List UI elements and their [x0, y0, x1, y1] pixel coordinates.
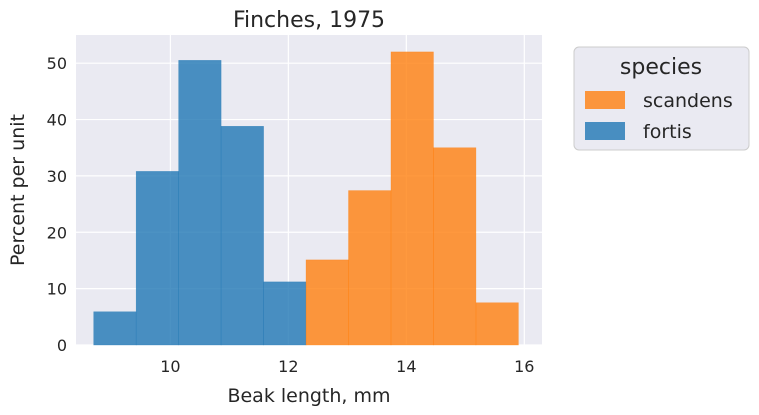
bar-scandens	[390, 51, 434, 346]
x-tick-label: 14	[396, 357, 416, 376]
y-tick-label: 0	[57, 336, 67, 355]
y-tick-label: 40	[47, 111, 67, 130]
legend-swatch-scandens	[585, 91, 625, 109]
x-tick-labels: 10 12 14 16	[160, 357, 534, 376]
bar-fortis	[135, 171, 179, 346]
legend-label-scandens: scandens	[643, 90, 733, 112]
y-tick-labels: 0 10 20 30 40 50	[47, 54, 67, 355]
x-tick-label: 12	[278, 357, 298, 376]
bar-scandens	[348, 190, 392, 346]
y-tick-label: 10	[47, 280, 67, 299]
bar-fortis	[178, 60, 222, 346]
y-axis-label: Percent per unit	[7, 114, 29, 266]
y-tick-label: 20	[47, 223, 67, 242]
legend-swatch-fortis	[585, 122, 625, 140]
y-tick-label: 30	[47, 167, 67, 186]
bar-scandens	[305, 259, 349, 346]
bar-scandens	[433, 147, 477, 346]
legend: species scandens fortis	[573, 46, 750, 151]
x-axis-label: Beak length, mm	[227, 385, 390, 407]
x-tick-label: 10	[160, 357, 180, 376]
bar-fortis	[263, 281, 307, 346]
chart-title: Finches, 1975	[233, 8, 385, 33]
bar-scandens	[475, 302, 519, 346]
legend-label-fortis: fortis	[643, 121, 692, 143]
bar-fortis	[93, 311, 137, 346]
x-tick-label: 16	[514, 357, 534, 376]
legend-title: species	[620, 55, 702, 80]
histogram-bars	[93, 51, 519, 346]
y-tick-label: 50	[47, 54, 67, 73]
bar-fortis	[220, 126, 264, 346]
